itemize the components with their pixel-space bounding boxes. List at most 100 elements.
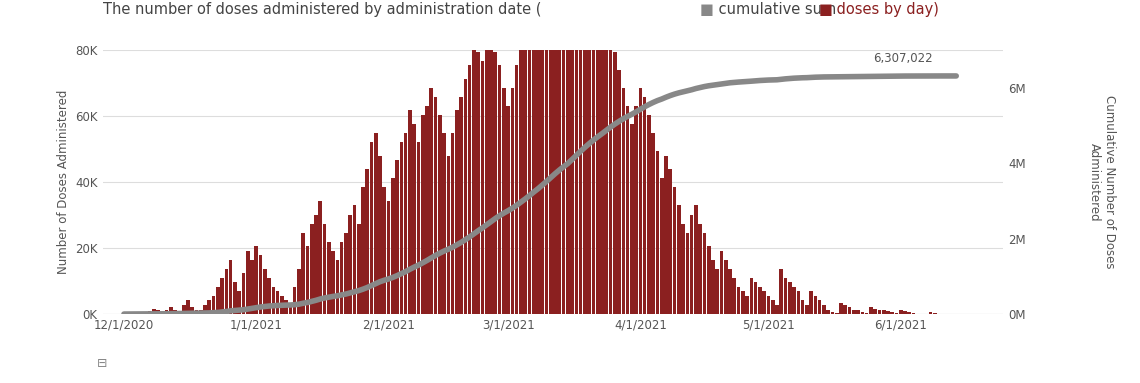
Bar: [861, 312, 864, 314]
Bar: [127, 312, 130, 314]
Bar: [750, 278, 754, 314]
Bar: [651, 133, 656, 314]
Bar: [344, 232, 348, 314]
Bar: [934, 313, 937, 314]
Bar: [502, 88, 506, 314]
Bar: [570, 0, 573, 314]
Bar: [536, 25, 539, 314]
Bar: [450, 133, 455, 314]
Bar: [481, 61, 484, 314]
Bar: [352, 205, 356, 314]
Bar: [792, 287, 796, 314]
Bar: [447, 155, 450, 314]
Bar: [366, 169, 369, 314]
Bar: [212, 296, 215, 314]
Bar: [852, 309, 856, 314]
Bar: [673, 187, 676, 314]
Bar: [817, 301, 822, 314]
Bar: [506, 106, 510, 314]
Bar: [267, 278, 271, 314]
Bar: [685, 232, 690, 314]
Bar: [665, 155, 668, 314]
Bar: [758, 287, 762, 314]
Bar: [844, 305, 847, 314]
Bar: [195, 309, 198, 314]
Bar: [638, 88, 642, 314]
Bar: [519, 43, 523, 314]
Text: doses by day): doses by day): [832, 2, 939, 17]
Bar: [349, 214, 352, 314]
Bar: [587, 0, 591, 314]
Bar: [254, 246, 258, 314]
Bar: [489, 33, 492, 314]
Bar: [532, 7, 536, 314]
Bar: [215, 287, 220, 314]
Bar: [271, 287, 275, 314]
Bar: [523, 33, 527, 314]
Bar: [600, 43, 604, 314]
Bar: [169, 307, 172, 314]
Bar: [438, 115, 441, 314]
Bar: [190, 307, 194, 314]
Bar: [856, 311, 860, 314]
Bar: [246, 251, 250, 314]
Text: ■: ■: [700, 2, 714, 17]
Bar: [839, 303, 842, 314]
Bar: [826, 309, 830, 314]
Bar: [903, 311, 906, 314]
Bar: [783, 278, 788, 314]
Bar: [831, 312, 834, 314]
Bar: [148, 311, 152, 314]
Bar: [498, 65, 502, 314]
Bar: [200, 311, 203, 314]
Bar: [467, 65, 472, 314]
Bar: [250, 260, 254, 314]
Bar: [575, 0, 578, 314]
Bar: [315, 214, 318, 314]
Bar: [907, 312, 911, 314]
Bar: [135, 313, 139, 314]
Bar: [288, 305, 292, 314]
Bar: [318, 201, 323, 314]
Bar: [416, 142, 421, 314]
Bar: [771, 301, 774, 314]
Bar: [396, 160, 399, 314]
Bar: [404, 133, 407, 314]
Bar: [408, 110, 412, 314]
Bar: [634, 106, 638, 314]
Bar: [873, 309, 877, 314]
Bar: [515, 65, 519, 314]
Bar: [912, 313, 915, 314]
Bar: [929, 312, 933, 314]
Bar: [459, 97, 463, 314]
Bar: [144, 313, 147, 314]
Bar: [276, 291, 279, 314]
Bar: [814, 296, 817, 314]
Bar: [540, 0, 544, 314]
Bar: [869, 307, 873, 314]
Bar: [746, 296, 749, 314]
Bar: [186, 301, 189, 314]
Bar: [327, 242, 331, 314]
Bar: [301, 232, 306, 314]
Bar: [682, 224, 685, 314]
Bar: [719, 251, 723, 314]
Bar: [173, 310, 177, 314]
Bar: [609, 33, 612, 314]
Bar: [596, 20, 600, 314]
Bar: [553, 0, 556, 314]
Text: The number of doses administered by administration date (: The number of doses administered by admi…: [103, 2, 546, 17]
Bar: [511, 88, 514, 314]
Bar: [378, 155, 382, 314]
Bar: [766, 296, 771, 314]
Bar: [882, 311, 886, 314]
Bar: [182, 305, 186, 314]
Bar: [464, 79, 467, 314]
Bar: [621, 88, 625, 314]
Bar: [899, 311, 903, 314]
Bar: [340, 242, 343, 314]
Bar: [643, 97, 646, 314]
Bar: [797, 291, 800, 314]
Bar: [383, 187, 386, 314]
Bar: [472, 43, 475, 314]
